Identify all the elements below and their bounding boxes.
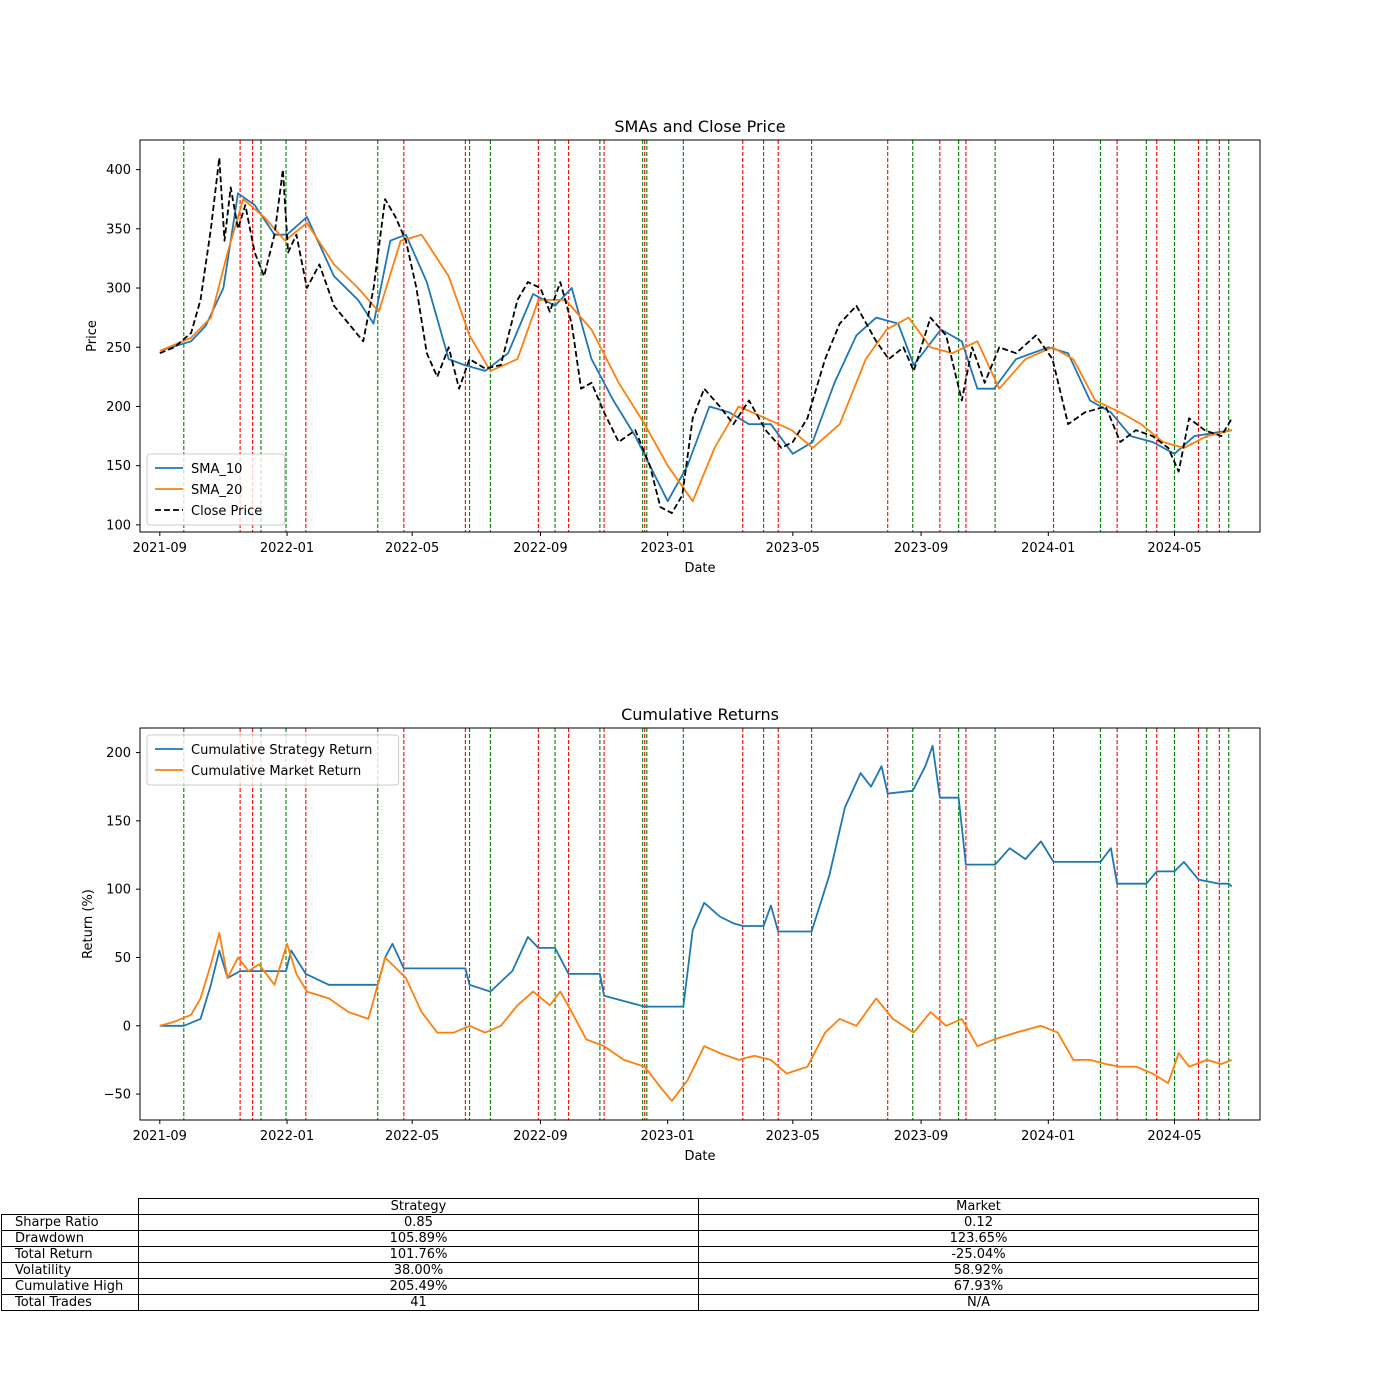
- metrics-row: Total Trades 41 N/A: [1, 1294, 1259, 1311]
- y-tick-label: 200: [106, 400, 131, 415]
- x-tick-label: 2022-01: [260, 541, 314, 556]
- metrics-market-value: 0.12: [698, 1214, 1259, 1231]
- metrics-row: Cumulative High 205.49% 67.93%: [1, 1278, 1259, 1295]
- metrics-row-label: Volatility: [1, 1262, 139, 1279]
- axes-frame: [139, 727, 1261, 1121]
- chart-2: 2021-09 2022-01 2022-05 2022-09 2023-01 2023-…: [81, 705, 1261, 1164]
- metrics-table: Strategy Market Sharpe Ratio 0.85 0.12 D…: [1, 1198, 1259, 1311]
- x-tick-label: 2022-05: [385, 1129, 439, 1144]
- metrics-market-value: N/A: [698, 1294, 1259, 1311]
- x-tick-label: 2023-01: [641, 541, 695, 556]
- metrics-corner-cell: [2, 1199, 139, 1215]
- y-tick-label: 300: [106, 282, 131, 297]
- y-tick-label: 250: [106, 341, 131, 356]
- x-axis-label: Date: [684, 1149, 715, 1164]
- metrics-strategy-value: 205.49%: [138, 1278, 699, 1295]
- series-line-cumulative-market-return: [159, 932, 1233, 1102]
- metrics-market-value: 67.93%: [698, 1278, 1259, 1295]
- legend-box: [146, 453, 286, 526]
- metrics-row-label: Total Return: [1, 1246, 139, 1263]
- y-axis-label: Price: [85, 320, 100, 352]
- y-tick-label: 400: [106, 163, 131, 178]
- y-tick-label: 0: [123, 1019, 131, 1034]
- metrics-col-market: Market: [698, 1198, 1259, 1215]
- x-tick-label: 2023-05: [766, 1129, 820, 1144]
- x-tick-label: 2024-05: [1147, 1129, 1201, 1144]
- metrics-market-value: -25.04%: [698, 1246, 1259, 1263]
- metrics-row-label: Sharpe Ratio: [1, 1214, 139, 1231]
- x-axis-label: Date: [684, 561, 715, 576]
- legend-label: Close Price: [191, 504, 262, 519]
- y-tick-label: 150: [106, 814, 131, 829]
- y-axis-label: Return (%): [81, 889, 96, 959]
- metrics-row-label: Drawdown: [1, 1230, 139, 1247]
- x-tick-label: 2022-09: [513, 541, 567, 556]
- x-tick-label: 2021-09: [133, 541, 187, 556]
- series-line-sma-10: [159, 192, 1232, 503]
- y-tick-label: 100: [106, 883, 131, 898]
- legend-box: [146, 734, 400, 786]
- metrics-row: Drawdown 105.89% 123.65%: [1, 1230, 1259, 1247]
- x-tick-label: 2023-05: [766, 541, 820, 556]
- x-tick-label: 2022-01: [260, 1129, 314, 1144]
- y-tick-label: 150: [106, 459, 131, 474]
- figure: 2021-09 2022-01 2022-05 2022-09 2023-01 2023-…: [81, 117, 1261, 1164]
- legend-label: Cumulative Market Return: [191, 764, 361, 779]
- y-tick-label: 200: [106, 746, 131, 761]
- x-tick-label: 2023-09: [894, 541, 948, 556]
- metrics-row-label: Total Trades: [1, 1294, 139, 1311]
- x-tick-label: 2024-01: [1021, 541, 1075, 556]
- plot-area: [159, 728, 1233, 1120]
- series-line-close-price: [159, 156, 1233, 514]
- chart-title: Cumulative Returns: [621, 705, 779, 724]
- metrics-strategy-value: 41: [138, 1294, 699, 1311]
- legend-label: Cumulative Strategy Return: [191, 743, 372, 758]
- y-tick-label: 350: [106, 222, 131, 237]
- metrics-strategy-value: 101.76%: [138, 1246, 699, 1263]
- legend: Cumulative Strategy Return Cumulative Mar…: [146, 734, 400, 786]
- metrics-col-strategy: Strategy: [138, 1198, 699, 1215]
- metrics-strategy-value: 0.85: [138, 1214, 699, 1231]
- x-tick-label: 2021-09: [133, 1129, 187, 1144]
- series-line-sma-20: [159, 198, 1233, 503]
- legend-label: SMA_10: [191, 462, 242, 477]
- chart-title: SMAs and Close Price: [614, 117, 785, 136]
- metrics-row: Volatility 38.00% 58.92%: [1, 1262, 1259, 1279]
- metrics-row-label: Cumulative High: [1, 1278, 139, 1295]
- metrics-row: Total Return 101.76% -25.04%: [1, 1246, 1259, 1263]
- x-tick-label: 2023-09: [894, 1129, 948, 1144]
- metrics-market-value: 58.92%: [698, 1262, 1259, 1279]
- y-tick-label: 100: [106, 518, 131, 533]
- x-tick-label: 2023-01: [641, 1129, 695, 1144]
- legend-label: SMA_20: [191, 483, 242, 498]
- series-line-cumulative-strategy-return: [159, 744, 1233, 1027]
- metrics-header-row: Strategy Market: [2, 1198, 1259, 1215]
- y-tick-label: 50: [114, 951, 131, 966]
- legend: SMA_10 SMA_20 Close Price: [146, 453, 286, 526]
- metrics-strategy-value: 38.00%: [138, 1262, 699, 1279]
- metrics-strategy-value: 105.89%: [138, 1230, 699, 1247]
- axes-frame: [139, 139, 1261, 533]
- x-tick-label: 2022-05: [385, 541, 439, 556]
- metrics-row: Sharpe Ratio 0.85 0.12: [1, 1214, 1259, 1231]
- plot-area: [159, 140, 1233, 532]
- x-tick-label: 2024-01: [1021, 1129, 1075, 1144]
- metrics-market-value: 123.65%: [698, 1230, 1259, 1247]
- x-tick-label: 2022-09: [513, 1129, 567, 1144]
- y-tick-label: −50: [104, 1088, 131, 1103]
- chart-1: 2021-09 2022-01 2022-05 2022-09 2023-01 2023-…: [85, 117, 1261, 576]
- x-tick-label: 2024-05: [1147, 541, 1201, 556]
